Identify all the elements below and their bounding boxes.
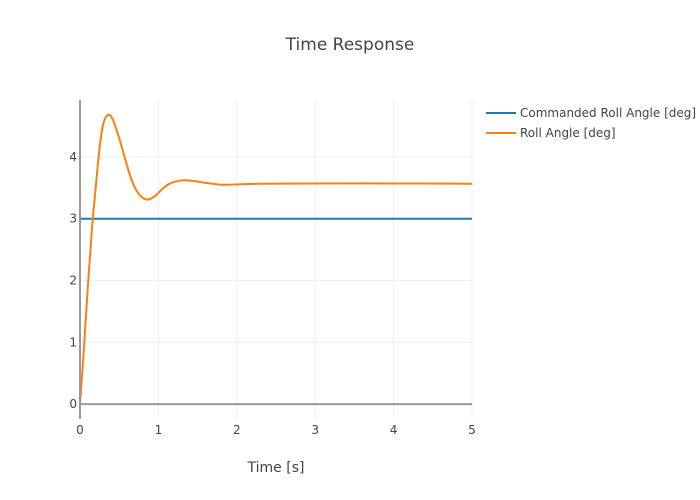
y-tick-label: 2 — [69, 274, 77, 288]
legend[interactable]: Commanded Roll Angle [deg] Roll Angle [de… — [486, 106, 696, 140]
x-tick-label: 2 — [233, 423, 241, 437]
x-tick-label: 0 — [76, 423, 84, 437]
chart-title: Time Response — [285, 35, 415, 55]
y-tick-label: 0 — [69, 397, 77, 411]
legend-label-0: Commanded Roll Angle [deg] — [520, 106, 696, 120]
legend-label-1: Roll Angle [deg] — [520, 126, 616, 140]
series-line-1 — [79, 113, 473, 405]
x-tick-label: 5 — [468, 423, 476, 437]
x-tick-label: 3 — [311, 423, 319, 437]
x-axis-label: Time [s] — [247, 460, 305, 476]
y-tick-label: 1 — [69, 335, 77, 349]
y-tick-label: 3 — [69, 212, 77, 226]
x-tick-label: 1 — [155, 423, 163, 437]
y-tick-label: 4 — [69, 150, 77, 164]
x-tick-label: 4 — [390, 423, 398, 437]
